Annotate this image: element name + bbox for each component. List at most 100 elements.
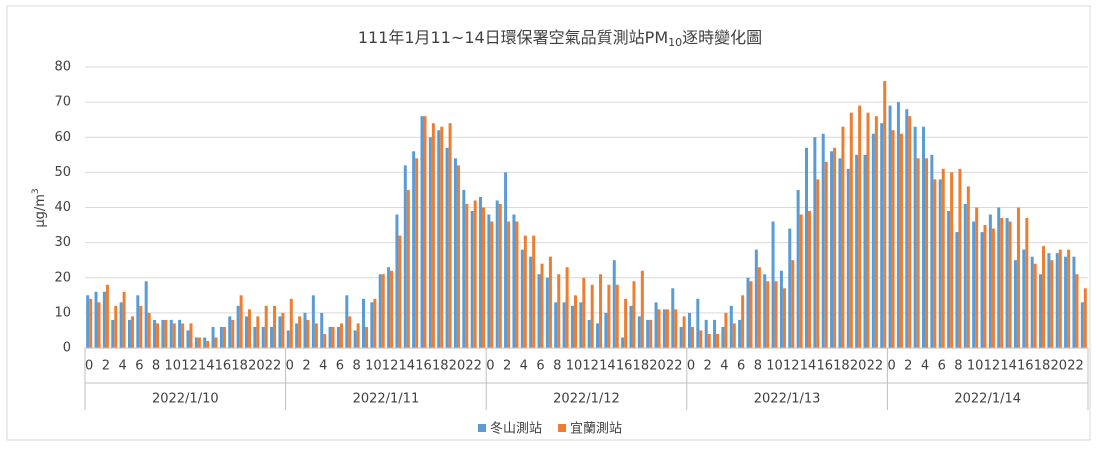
bar — [339, 323, 343, 348]
bar — [289, 298, 293, 348]
legend-label: 宜蘭測站 — [570, 421, 622, 437]
bar — [855, 154, 859, 348]
y-tick-label: 70 — [54, 95, 71, 110]
bar — [264, 305, 268, 348]
x-tick-label: 10 — [164, 359, 181, 374]
bar — [624, 298, 628, 348]
bar — [690, 326, 694, 348]
bar — [1016, 207, 1020, 348]
title-sub: 10 — [668, 36, 682, 49]
bar — [1008, 221, 1012, 348]
y-tick-label: 40 — [54, 200, 71, 215]
bar — [1080, 302, 1084, 348]
x-tick-label: 8 — [754, 359, 762, 374]
bar — [632, 281, 636, 348]
bar — [782, 288, 786, 348]
x-tick-label: 8 — [152, 359, 160, 374]
y-tick-label: 50 — [54, 165, 71, 180]
bar — [1047, 253, 1051, 348]
bar — [311, 295, 315, 348]
bar — [298, 316, 302, 348]
bar — [278, 316, 282, 348]
bar — [813, 137, 817, 348]
bar — [732, 323, 736, 348]
bar — [189, 323, 193, 348]
bar — [495, 200, 499, 348]
x-tick-label: 12 — [783, 359, 800, 374]
bar — [1039, 274, 1043, 348]
bar — [403, 165, 407, 348]
x-tick-label: 16 — [816, 359, 833, 374]
bar — [545, 277, 549, 348]
bar — [512, 214, 516, 348]
bar — [938, 179, 942, 348]
bar — [197, 337, 201, 348]
bar — [1058, 249, 1062, 348]
bar — [604, 312, 608, 348]
bar — [1067, 249, 1071, 348]
bar — [866, 112, 870, 348]
bar — [122, 291, 126, 348]
bar — [724, 312, 728, 348]
x-tick-label: 22 — [867, 359, 884, 374]
bar — [105, 284, 109, 348]
x-tick-label: 22 — [1067, 359, 1084, 374]
bar — [295, 323, 299, 348]
y-tick-label: 20 — [54, 270, 71, 285]
bar — [247, 309, 251, 348]
bar — [365, 326, 369, 348]
x-tick-label: 4 — [319, 359, 327, 374]
bar — [657, 309, 661, 348]
bar — [997, 207, 1001, 348]
bar — [662, 309, 666, 348]
bar — [579, 302, 583, 348]
x-tick-label: 10 — [967, 359, 984, 374]
bar — [883, 81, 887, 349]
x-tick-label: 2 — [704, 359, 712, 374]
bar — [281, 312, 285, 348]
bar — [874, 116, 878, 348]
bar — [830, 151, 834, 348]
bar — [244, 316, 248, 348]
x-tick-label: 0 — [85, 359, 93, 374]
x-tick-label: 16 — [215, 359, 232, 374]
bar — [406, 189, 410, 348]
y-label-sup: 3 — [31, 188, 41, 194]
bar — [1013, 260, 1017, 348]
bar — [172, 323, 176, 348]
bar — [913, 126, 917, 349]
x-tick-label: 12 — [382, 359, 399, 374]
bar — [1030, 256, 1034, 348]
x-tick-label: 8 — [353, 359, 361, 374]
x-tick-label: 6 — [336, 359, 344, 374]
bar — [378, 274, 382, 348]
title-text: 逐時變化圖 — [682, 28, 762, 47]
bar — [637, 316, 641, 348]
group-label: 2022/1/12 — [553, 392, 620, 407]
bar — [520, 249, 524, 348]
bar — [387, 267, 391, 348]
bar — [540, 263, 544, 348]
bar — [612, 260, 616, 348]
y-tick-label: 60 — [54, 130, 71, 145]
x-tick-label: 22 — [465, 359, 482, 374]
x-tick-label: 4 — [921, 359, 929, 374]
bar — [178, 319, 182, 348]
x-tick-label: 4 — [720, 359, 728, 374]
bar — [532, 235, 536, 348]
bar — [487, 214, 491, 348]
bar — [587, 319, 591, 348]
x-tick-label: 2 — [102, 359, 110, 374]
x-tick-label: 12 — [984, 359, 1001, 374]
bar — [130, 316, 134, 348]
bar — [507, 221, 511, 348]
bar — [1042, 246, 1046, 348]
bar — [557, 274, 561, 348]
bar — [415, 158, 419, 348]
bar — [821, 133, 825, 348]
bar — [206, 340, 210, 348]
bar — [757, 267, 761, 348]
y-label-text: μg/m — [33, 194, 48, 228]
bar — [348, 316, 352, 348]
bar — [991, 228, 995, 348]
